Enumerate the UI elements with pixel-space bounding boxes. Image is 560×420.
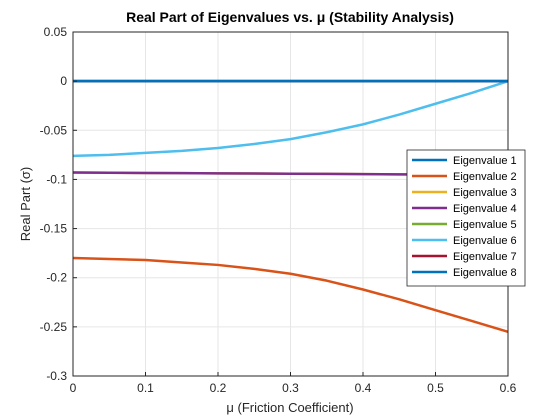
y-tick-label: -0.1 xyxy=(46,172,67,186)
x-tick-label: 0 xyxy=(70,381,77,395)
y-tick-label: -0.05 xyxy=(40,123,68,137)
y-tick-label: -0.25 xyxy=(40,320,68,334)
x-tick-label: 0.6 xyxy=(500,381,517,395)
y-tick-label: -0.2 xyxy=(46,271,67,285)
x-tick-label: 0.3 xyxy=(282,381,299,395)
x-tick-label: 0.1 xyxy=(137,381,154,395)
legend-box xyxy=(406,149,526,287)
y-tick-label: 0.05 xyxy=(44,25,68,39)
legend-entry: Eigenvalue 6 xyxy=(453,235,517,247)
y-tick-label: 0 xyxy=(60,74,67,88)
chart-title: Real Part of Eigenvalues vs. μ (Stabilit… xyxy=(126,9,454,25)
series-line-eigenvalue-6 xyxy=(72,79,509,158)
x-tick-label: 0.4 xyxy=(355,381,372,395)
y-tick-label: -0.3 xyxy=(46,369,67,383)
legend-entry: Eigenvalue 7 xyxy=(453,251,517,263)
x-axis-ticks: 0 0.1 0.2 0.3 0.4 0.5 0.6 xyxy=(70,372,517,395)
legend-entry: Eigenvalue 3 xyxy=(453,187,517,199)
legend-entry: Eigenvalue 4 xyxy=(453,203,517,215)
legend-entry: Eigenvalue 2 xyxy=(453,171,517,183)
x-tick-label: 0.2 xyxy=(210,381,227,395)
y-axis-ticks: 0.05 0 -0.05 -0.1 -0.15 -0.2 -0.25 -0.3 xyxy=(40,25,77,383)
legend: Eigenvalue 1 Eigenvalue 2 Eigenvalue 3 Eige… xyxy=(406,149,526,287)
legend-entry: Eigenvalue 1 xyxy=(453,155,517,167)
legend-entry: Eigenvalue 5 xyxy=(453,219,517,231)
y-tick-label: -0.15 xyxy=(40,222,68,236)
legend-entry: Eigenvalue 8 xyxy=(453,267,517,279)
x-axis-label: μ (Friction Coefficient) xyxy=(226,400,353,415)
y-axis-label: Real Part (σ) xyxy=(18,167,33,241)
x-tick-label: 0.5 xyxy=(427,381,444,395)
series-line-eigenvalue-2 xyxy=(72,256,509,333)
